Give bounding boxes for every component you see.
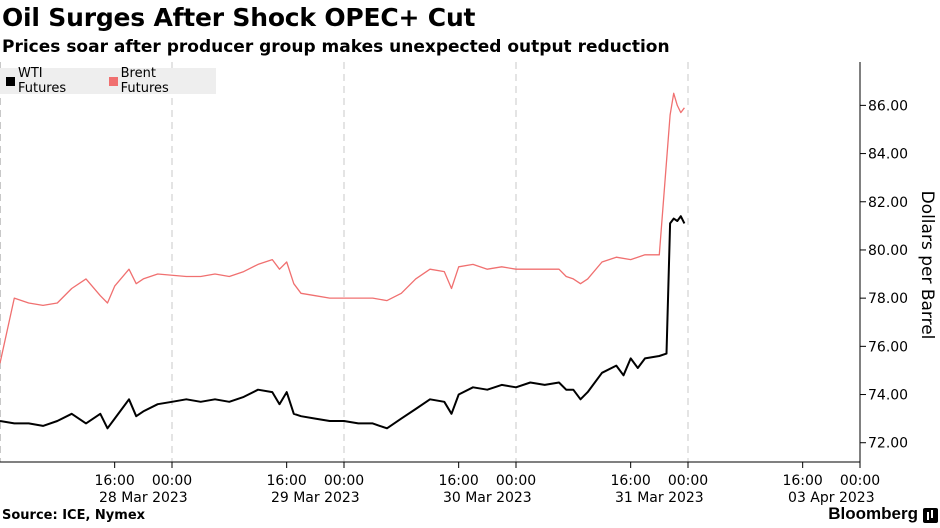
x-ticks: 16:00 00:00 16:00 00:00 16:00 00:00 16:00 00:00… — [94, 462, 880, 506]
y-axis-label: Dollars per Barrel — [917, 191, 937, 340]
y-tick-label: 72.00 — [868, 436, 908, 452]
x-tick-label: 16:00 — [610, 473, 650, 489]
wti-swatch-icon — [6, 76, 15, 86]
x-tick-label: 16:00 — [438, 473, 478, 489]
y-tick-label: 80.00 — [868, 243, 908, 259]
brent-swatch-icon — [108, 76, 118, 86]
y-tick-label: 74.00 — [868, 388, 908, 404]
y-tick-label: 76.00 — [868, 339, 908, 355]
wti-series-line — [0, 215, 686, 430]
x-tick-label: 00:00 — [324, 473, 364, 489]
legend-item-brent[interactable]: Brent Futures — [108, 66, 208, 96]
legend-label-wti: WTI Futures — [17, 66, 67, 96]
x-tick-label: 16:00 — [782, 473, 822, 489]
source-note: Source: ICE, Nymex — [2, 508, 146, 523]
bloomberg-chart-icon — [923, 508, 938, 523]
plot-lines — [0, 92, 686, 430]
x-tick-label: 00:00 — [668, 473, 708, 489]
y-tick-label: 86.00 — [868, 98, 908, 114]
x-tick-label: 00:00 — [496, 473, 536, 489]
x-date-label: 03 Apr 2023 — [788, 490, 875, 506]
y-tick-label: 84.00 — [868, 147, 908, 163]
x-tick-label: 16:00 — [266, 473, 306, 489]
x-date-label: 31 Mar 2023 — [615, 490, 704, 506]
x-tick-label: 00:00 — [152, 473, 192, 489]
legend-label-brent: Brent Futures — [120, 66, 169, 96]
y-tick-label: 78.00 — [868, 291, 908, 307]
y-tick-label: 82.00 — [868, 195, 908, 211]
x-tick-label: 16:00 — [94, 473, 134, 489]
x-tick-label: 00:00 — [840, 473, 880, 489]
y-ticks: 72.00 74.00 76.00 78.00 80.00 82.00 84.00 86.00 — [860, 98, 908, 452]
brent-series-line — [0, 92, 685, 364]
legend-item-wti[interactable]: WTI Futures — [6, 66, 95, 96]
chart-subtitle: Prices soar after producer group makes u… — [2, 37, 670, 57]
chart-title: Oil Surges After Shock OPEC+ Cut — [2, 3, 476, 32]
bloomberg-logo: Bloomberg — [828, 504, 918, 523]
legend: WTI Futures Brent Futures — [0, 66, 216, 96]
grid-lines — [0, 62, 689, 462]
x-date-label: 30 Mar 2023 — [443, 490, 532, 506]
x-date-label: 28 Mar 2023 — [99, 490, 188, 506]
x-date-label: 29 Mar 2023 — [271, 490, 360, 506]
